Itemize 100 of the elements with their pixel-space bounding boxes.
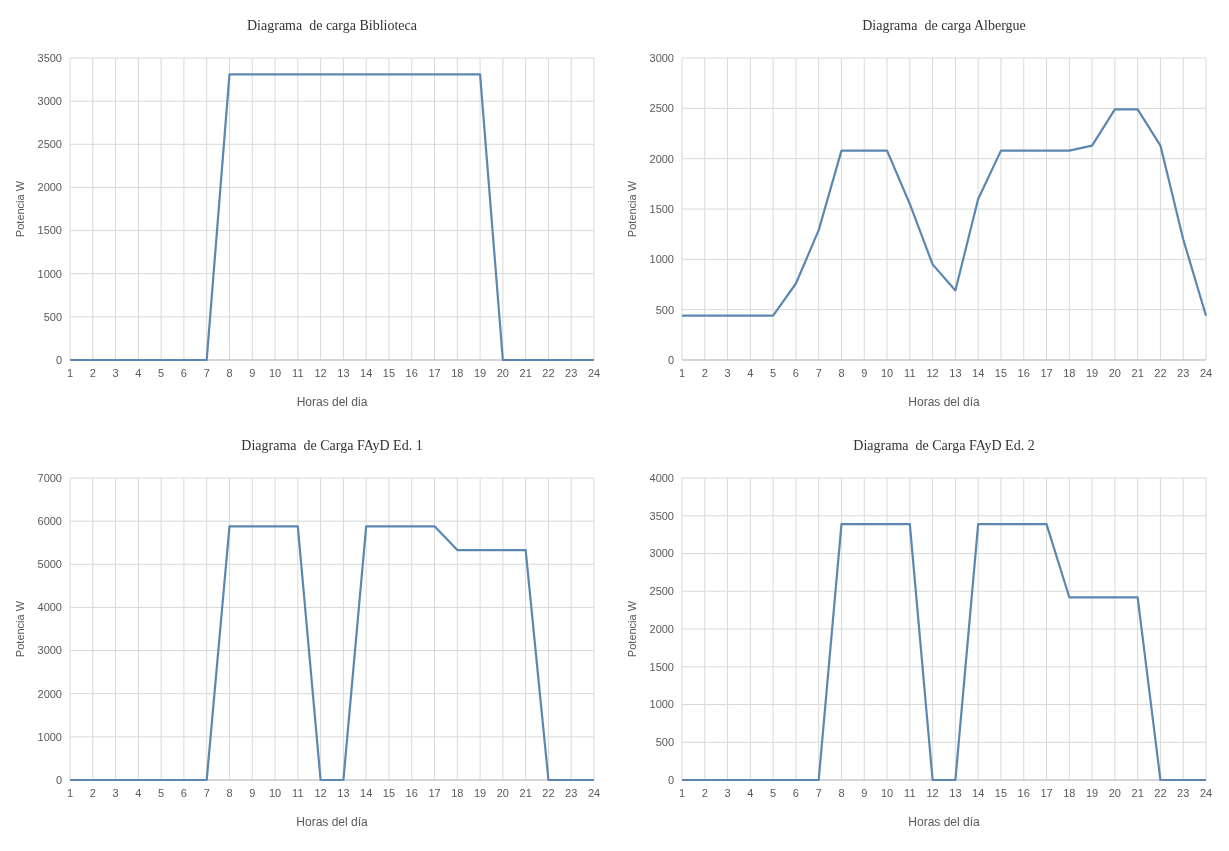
x-tick-label: 22 bbox=[1154, 367, 1167, 379]
y-tick-label: 1000 bbox=[37, 730, 62, 743]
x-tick-label: 21 bbox=[1131, 787, 1144, 799]
x-tick-label: 23 bbox=[565, 367, 578, 379]
y-tick-label: 2500 bbox=[649, 585, 674, 598]
y-tick-label: 3000 bbox=[649, 547, 674, 560]
y-tick-label: 0 bbox=[55, 773, 62, 786]
y-tick-label: 2000 bbox=[649, 152, 674, 165]
y-tick-label: 2500 bbox=[649, 102, 674, 115]
x-tick-label: 5 bbox=[158, 787, 165, 799]
x-tick-label: 4 bbox=[747, 787, 754, 799]
x-tick-label: 16 bbox=[405, 787, 418, 799]
x-tick-label: 7 bbox=[815, 367, 822, 379]
x-tick-label: 7 bbox=[815, 787, 822, 799]
y-axis-title: Potencia W bbox=[14, 180, 26, 238]
x-tick-label: 9 bbox=[861, 787, 868, 799]
x-tick-label: 10 bbox=[880, 787, 894, 799]
x-tick-label: 12 bbox=[314, 367, 327, 379]
x-tick-label: 12 bbox=[314, 787, 327, 799]
y-tick-label: 3500 bbox=[649, 509, 674, 522]
y-tick-label: 7000 bbox=[37, 471, 62, 484]
y-tick-label: 4000 bbox=[649, 471, 674, 484]
x-tick-label: 9 bbox=[249, 367, 256, 379]
x-axis-title: Horas del día bbox=[908, 395, 981, 409]
x-tick-label: 24 bbox=[1199, 787, 1213, 799]
y-tick-label: 1000 bbox=[37, 267, 62, 280]
x-tick-label: 3 bbox=[724, 787, 731, 799]
x-tick-label: 5 bbox=[770, 367, 777, 379]
x-tick-label: 19 bbox=[1085, 787, 1099, 799]
x-tick-label: 22 bbox=[1154, 787, 1167, 799]
x-tick-label: 15 bbox=[382, 367, 396, 379]
x-tick-label: 15 bbox=[994, 787, 1008, 799]
x-tick-label: 13 bbox=[337, 367, 350, 379]
y-tick-label: 1000 bbox=[649, 253, 674, 266]
y-tick-label: 2500 bbox=[37, 138, 62, 151]
x-tick-label: 6 bbox=[180, 787, 187, 799]
x-tick-label: 9 bbox=[249, 787, 256, 799]
y-axis-title: Potencia W bbox=[626, 180, 638, 238]
x-tick-label: 23 bbox=[1177, 367, 1190, 379]
x-tick-label: 1 bbox=[66, 367, 74, 379]
x-tick-label: 20 bbox=[1108, 787, 1121, 799]
y-axis-title: Potencia W bbox=[626, 600, 638, 658]
x-tick-label: 21 bbox=[519, 367, 532, 379]
x-tick-label: 20 bbox=[496, 787, 509, 799]
y-tick-label: 2000 bbox=[37, 181, 62, 194]
x-tick-label: 4 bbox=[135, 787, 142, 799]
x-tick-label: 14 bbox=[360, 367, 373, 379]
x-tick-label: 19 bbox=[473, 367, 487, 379]
x-tick-label: 13 bbox=[949, 367, 962, 379]
chart-title: Diagrama de carga Albergue bbox=[862, 18, 1026, 33]
x-tick-label: 2 bbox=[701, 367, 708, 379]
y-tick-label: 5000 bbox=[37, 558, 62, 571]
y-tick-label: 0 bbox=[667, 773, 674, 786]
x-tick-label: 13 bbox=[337, 787, 350, 799]
x-tick-label: 2 bbox=[89, 367, 96, 379]
x-tick-label: 8 bbox=[226, 787, 233, 799]
x-tick-label: 13 bbox=[949, 787, 962, 799]
x-tick-label: 6 bbox=[792, 787, 799, 799]
y-tick-label: 3000 bbox=[37, 644, 62, 657]
y-tick-label: 4000 bbox=[37, 601, 62, 614]
x-tick-label: 1 bbox=[678, 367, 686, 379]
x-tick-label: 14 bbox=[360, 787, 373, 799]
y-tick-label: 1500 bbox=[37, 224, 62, 237]
x-axis-title: Horas del dia bbox=[296, 395, 368, 409]
y-tick-label: 3500 bbox=[37, 51, 62, 64]
x-tick-label: 17 bbox=[428, 367, 441, 379]
x-tick-label: 1 bbox=[66, 787, 74, 799]
x-tick-label: 10 bbox=[880, 367, 894, 379]
x-tick-label: 19 bbox=[473, 787, 487, 799]
x-tick-label: 18 bbox=[451, 787, 464, 799]
x-tick-label: 18 bbox=[1063, 367, 1076, 379]
x-tick-label: 12 bbox=[926, 367, 939, 379]
x-tick-label: 11 bbox=[904, 367, 916, 379]
x-tick-label: 9 bbox=[861, 367, 868, 379]
y-tick-label: 1500 bbox=[649, 660, 674, 673]
y-axis-title: Potencia W bbox=[14, 600, 26, 658]
y-tick-label: 500 bbox=[655, 736, 674, 749]
x-tick-label: 17 bbox=[1040, 787, 1053, 799]
x-tick-label: 22 bbox=[542, 367, 555, 379]
x-tick-label: 1 bbox=[678, 787, 686, 799]
line-series bbox=[680, 108, 1208, 317]
x-tick-label: 11 bbox=[904, 787, 916, 799]
x-tick-label: 17 bbox=[1040, 367, 1053, 379]
chart-title: Diagrama de Carga FAyD Ed. 1 bbox=[241, 438, 423, 453]
x-tick-label: 18 bbox=[451, 367, 464, 379]
y-tick-label: 0 bbox=[667, 353, 674, 366]
chart-title: Diagrama de Carga FAyD Ed. 2 bbox=[853, 438, 1035, 453]
x-tick-label: 21 bbox=[519, 787, 532, 799]
x-tick-label: 15 bbox=[382, 787, 396, 799]
x-tick-label: 20 bbox=[496, 367, 509, 379]
x-tick-label: 3 bbox=[112, 367, 119, 379]
x-tick-label: 14 bbox=[972, 367, 985, 379]
x-tick-label: 10 bbox=[268, 367, 282, 379]
x-tick-label: 19 bbox=[1085, 367, 1099, 379]
x-tick-label: 16 bbox=[405, 367, 418, 379]
x-tick-label: 7 bbox=[203, 787, 210, 799]
x-tick-label: 23 bbox=[1177, 787, 1190, 799]
x-tick-label: 6 bbox=[792, 367, 799, 379]
x-tick-label: 24 bbox=[587, 787, 601, 799]
x-tick-label: 11 bbox=[292, 367, 304, 379]
